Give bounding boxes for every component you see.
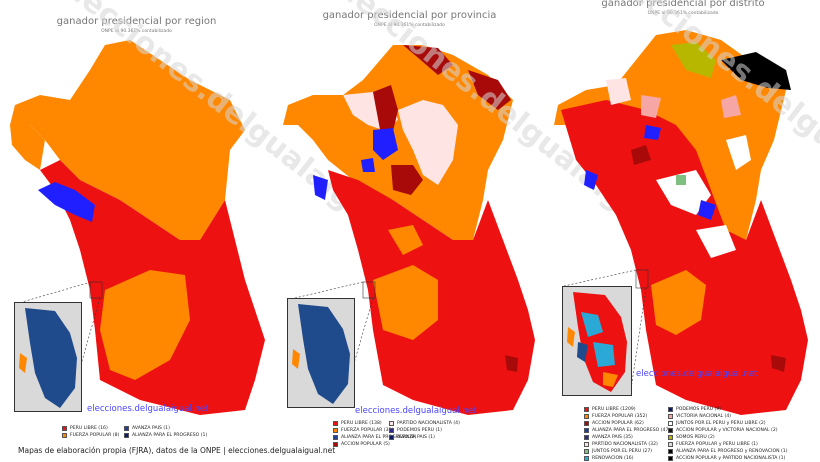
peru-distrito-map bbox=[554, 30, 808, 415]
region-avanza-pais bbox=[38, 182, 95, 222]
legend-item: AVANZA PAIS (1) bbox=[124, 425, 207, 432]
legend-swatch bbox=[668, 407, 673, 412]
legend-item: PERU LIBRE (16) bbox=[62, 425, 119, 432]
legend-item: ALIANZA PARA EL PROGRESO y RENOVACION (1… bbox=[668, 448, 788, 455]
legend-swatch bbox=[62, 426, 67, 431]
legend-swatch bbox=[584, 449, 589, 454]
legend-swatch bbox=[668, 435, 673, 440]
legend-swatch bbox=[584, 407, 589, 412]
lima-inset bbox=[14, 302, 82, 412]
peru-provincia-map bbox=[283, 45, 535, 415]
panel-subtitle: ONPE al 90.361% contabilizado bbox=[374, 23, 445, 28]
legend-item: FUERZA POPULAR (352) bbox=[584, 413, 670, 420]
legend-swatch bbox=[584, 421, 589, 426]
legend-swatch bbox=[668, 414, 673, 419]
legend-swatch bbox=[333, 421, 338, 426]
panel-title: ganador presidencial por distrito bbox=[601, 0, 765, 9]
legend-item: ALIANZA PARA EL PROGRESO (1) bbox=[124, 432, 207, 439]
legend-item: ACCION POPULAR (62) bbox=[584, 420, 670, 427]
map-panel-provincia: ganador presidencial por provincia ONPE … bbox=[273, 0, 728, 459]
legend-swatch bbox=[124, 433, 129, 438]
legend-swatch bbox=[389, 428, 394, 433]
legend-swatch bbox=[389, 435, 394, 440]
map-panel-distrito: ganador presidencial por distrito ONPE a… bbox=[546, 0, 820, 461]
legend-swatch bbox=[668, 428, 673, 433]
panel-subtitle: ONPE al 90.361% contabilizado bbox=[101, 29, 172, 34]
lima-inset bbox=[287, 298, 355, 408]
legend-item: FUERZA POPULAR (38) bbox=[333, 427, 416, 434]
legend-item: PODEMOS PERU (9) bbox=[668, 406, 788, 413]
legend-swatch bbox=[333, 442, 338, 447]
legend-item: ALIANZA PARA EL PROGRESO (47) bbox=[584, 427, 670, 434]
panel-title: ganador presidencial por region bbox=[56, 16, 217, 27]
legend-swatch bbox=[584, 435, 589, 440]
legend-swatch bbox=[389, 421, 394, 426]
legend-swatch bbox=[668, 421, 673, 426]
legend-item: ALIANZA PARA EL PROGRESO (8) bbox=[333, 434, 416, 441]
legend-swatch bbox=[668, 449, 673, 454]
legend-item: ACCION POPULAR y VICTORIA NACIONAL (2) bbox=[668, 427, 788, 434]
legend-item: PERU LIBRE (138) bbox=[333, 420, 416, 427]
site-link[interactable]: elecciones.delgualaigual.net bbox=[355, 406, 477, 416]
lima-inset bbox=[562, 286, 632, 396]
legend-item: JUNTOS POR EL PERU y PERU LIBRE (2) bbox=[668, 420, 788, 427]
legend-item: PARTIDO NACIONALISTA (4) bbox=[389, 420, 460, 427]
legend-item: FUERZA POPULAR y PERU LIBRE (1) bbox=[668, 441, 788, 448]
footer-credit: Mapas de elaboración propia (FJRA), dato… bbox=[18, 446, 336, 455]
legend-swatch bbox=[668, 442, 673, 447]
legend-item: PARTIDO NACIONALISTA (32) bbox=[584, 441, 670, 448]
legend-swatch bbox=[584, 442, 589, 447]
legend-swatch bbox=[124, 426, 129, 431]
panel-subtitle: ONPE al 90.361% contabilizado bbox=[647, 11, 719, 16]
legend-item: PODEMOS PERU (1) bbox=[389, 427, 460, 434]
legend-item: SOMOS PERU (2) bbox=[668, 434, 788, 441]
map-panel-region: ganador presidencial por region ONPE al … bbox=[0, 0, 455, 459]
legend-item: JUNTOS POR EL PERU (27) bbox=[584, 448, 670, 455]
legend-swatch bbox=[333, 435, 338, 440]
site-link[interactable]: elecciones.delgualaigual.net bbox=[636, 369, 758, 379]
legend-swatch bbox=[584, 428, 589, 433]
legend-item: ACCION POPULAR (5) bbox=[333, 441, 416, 448]
legend-item: VICTORIA NACIONAL (4) bbox=[668, 413, 788, 420]
site-link[interactable]: elecciones.delgualaigual.net bbox=[87, 404, 209, 414]
legend-swatch bbox=[584, 414, 589, 419]
legend-item: AVANZA PAIS (35) bbox=[584, 434, 670, 441]
panel-title: ganador presidencial por provincia bbox=[322, 10, 497, 21]
peru-region-map bbox=[10, 40, 265, 415]
legend-item: AVANZA PAIS (1) bbox=[389, 434, 460, 441]
legend-item: FUERZA POPULAR (8) bbox=[62, 432, 119, 439]
legend-swatch bbox=[62, 433, 67, 438]
legend-item: PERU LIBRE (1209) bbox=[584, 406, 670, 413]
legend-swatch bbox=[333, 428, 338, 433]
